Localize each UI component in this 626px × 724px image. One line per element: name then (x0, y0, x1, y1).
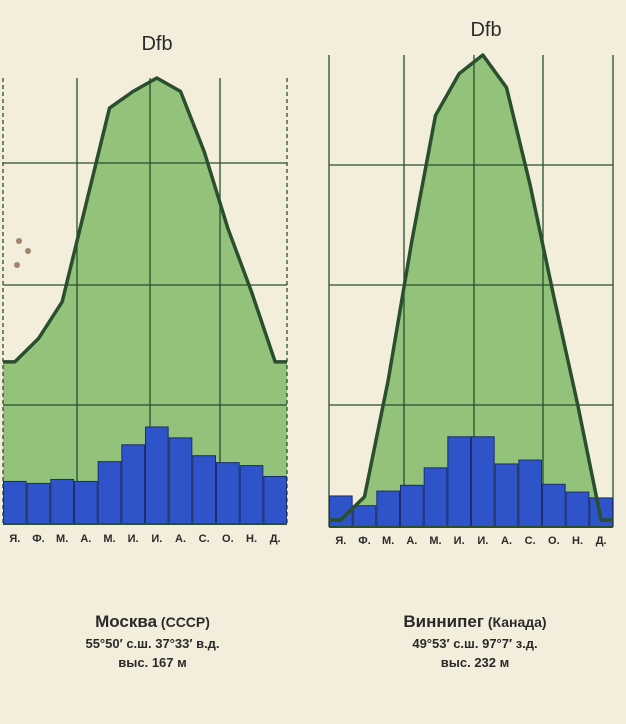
city-name: Москва (95, 612, 158, 631)
precip-bar (518, 459, 542, 528)
month-label: Н. (572, 535, 583, 547)
month-label: С. (525, 535, 536, 547)
month-label: А. (501, 535, 512, 547)
country-name: (СССР) (157, 614, 210, 630)
coordinates: 55°50′ с.ш. 37°33′ в.д. (85, 636, 220, 651)
month-label: И. (151, 533, 162, 545)
precip-bar (26, 482, 51, 525)
precip-bar (263, 475, 288, 525)
paper-stain (25, 248, 31, 254)
precip-bar (50, 478, 74, 525)
precip-bar (447, 436, 472, 528)
month-label: А. (175, 533, 186, 545)
month-label: М. (382, 535, 394, 547)
month-label: А. (406, 535, 417, 547)
temperature-line (3, 76, 287, 364)
elevation: выс. 232 м (440, 655, 510, 670)
precip-bar (168, 437, 193, 525)
precip-bar (74, 480, 98, 525)
month-label: Я. (335, 535, 346, 547)
paper-stain (16, 238, 22, 244)
chart-title: Dfb (470, 19, 501, 41)
month-label: М. (429, 535, 441, 547)
temperature-area (329, 55, 613, 527)
month-label: И. (477, 535, 488, 547)
precip-bar (542, 483, 566, 528)
climate-charts: Dfb Я. Ф. М. А. М. И. И. А. С. О. Н. Д. Dfb Я. Ф. М. А. М.… (2, 19, 614, 547)
precip-bar (565, 491, 590, 528)
precip-bar (400, 484, 424, 528)
month-label: Я. (9, 533, 20, 545)
precip-bar (3, 480, 27, 525)
caption-moscow: Москва (СССР) 55°50′ с.ш. 37°33′ в.д. вы… (20, 612, 285, 670)
precip-bar (352, 505, 377, 528)
month-label: М. (56, 533, 68, 545)
month-label: И. (454, 535, 465, 547)
elevation: выс. 167 м (118, 655, 187, 670)
temperature-line (329, 53, 613, 522)
precip-bar (192, 455, 216, 525)
month-label: Д. (270, 533, 281, 545)
precip-bar (494, 463, 519, 528)
coordinates: 49°53′ с.ш. 97°7′ з.д. (412, 636, 538, 651)
precip-bar (423, 467, 448, 528)
month-label: О. (222, 533, 234, 545)
month-label: Н. (246, 533, 257, 545)
precip-bar (145, 426, 169, 525)
precip-bar (121, 444, 146, 525)
precip-bar (216, 462, 240, 525)
chart-title: Dfb (141, 33, 172, 55)
country-name: (Канада) (483, 614, 547, 630)
month-label: Ф. (32, 533, 44, 545)
month-label: Ф. (358, 535, 370, 547)
city-name: Виннипег (403, 612, 484, 631)
precip-bar (239, 465, 264, 525)
month-label: О. (548, 535, 560, 547)
month-label: М. (103, 533, 115, 545)
caption-winnipeg: Виннипег (Канада) 49°53′ с.ш. 97°7′ з.д.… (330, 612, 620, 670)
month-label: С. (199, 533, 210, 545)
month-label: А. (80, 533, 91, 545)
paper-stain (14, 262, 20, 268)
month-label: Д. (596, 535, 607, 547)
precip-bar (376, 490, 401, 528)
month-label: И. (128, 533, 139, 545)
precip-bar (97, 461, 122, 525)
temperature-area (3, 78, 287, 524)
precip-bar (471, 436, 495, 528)
